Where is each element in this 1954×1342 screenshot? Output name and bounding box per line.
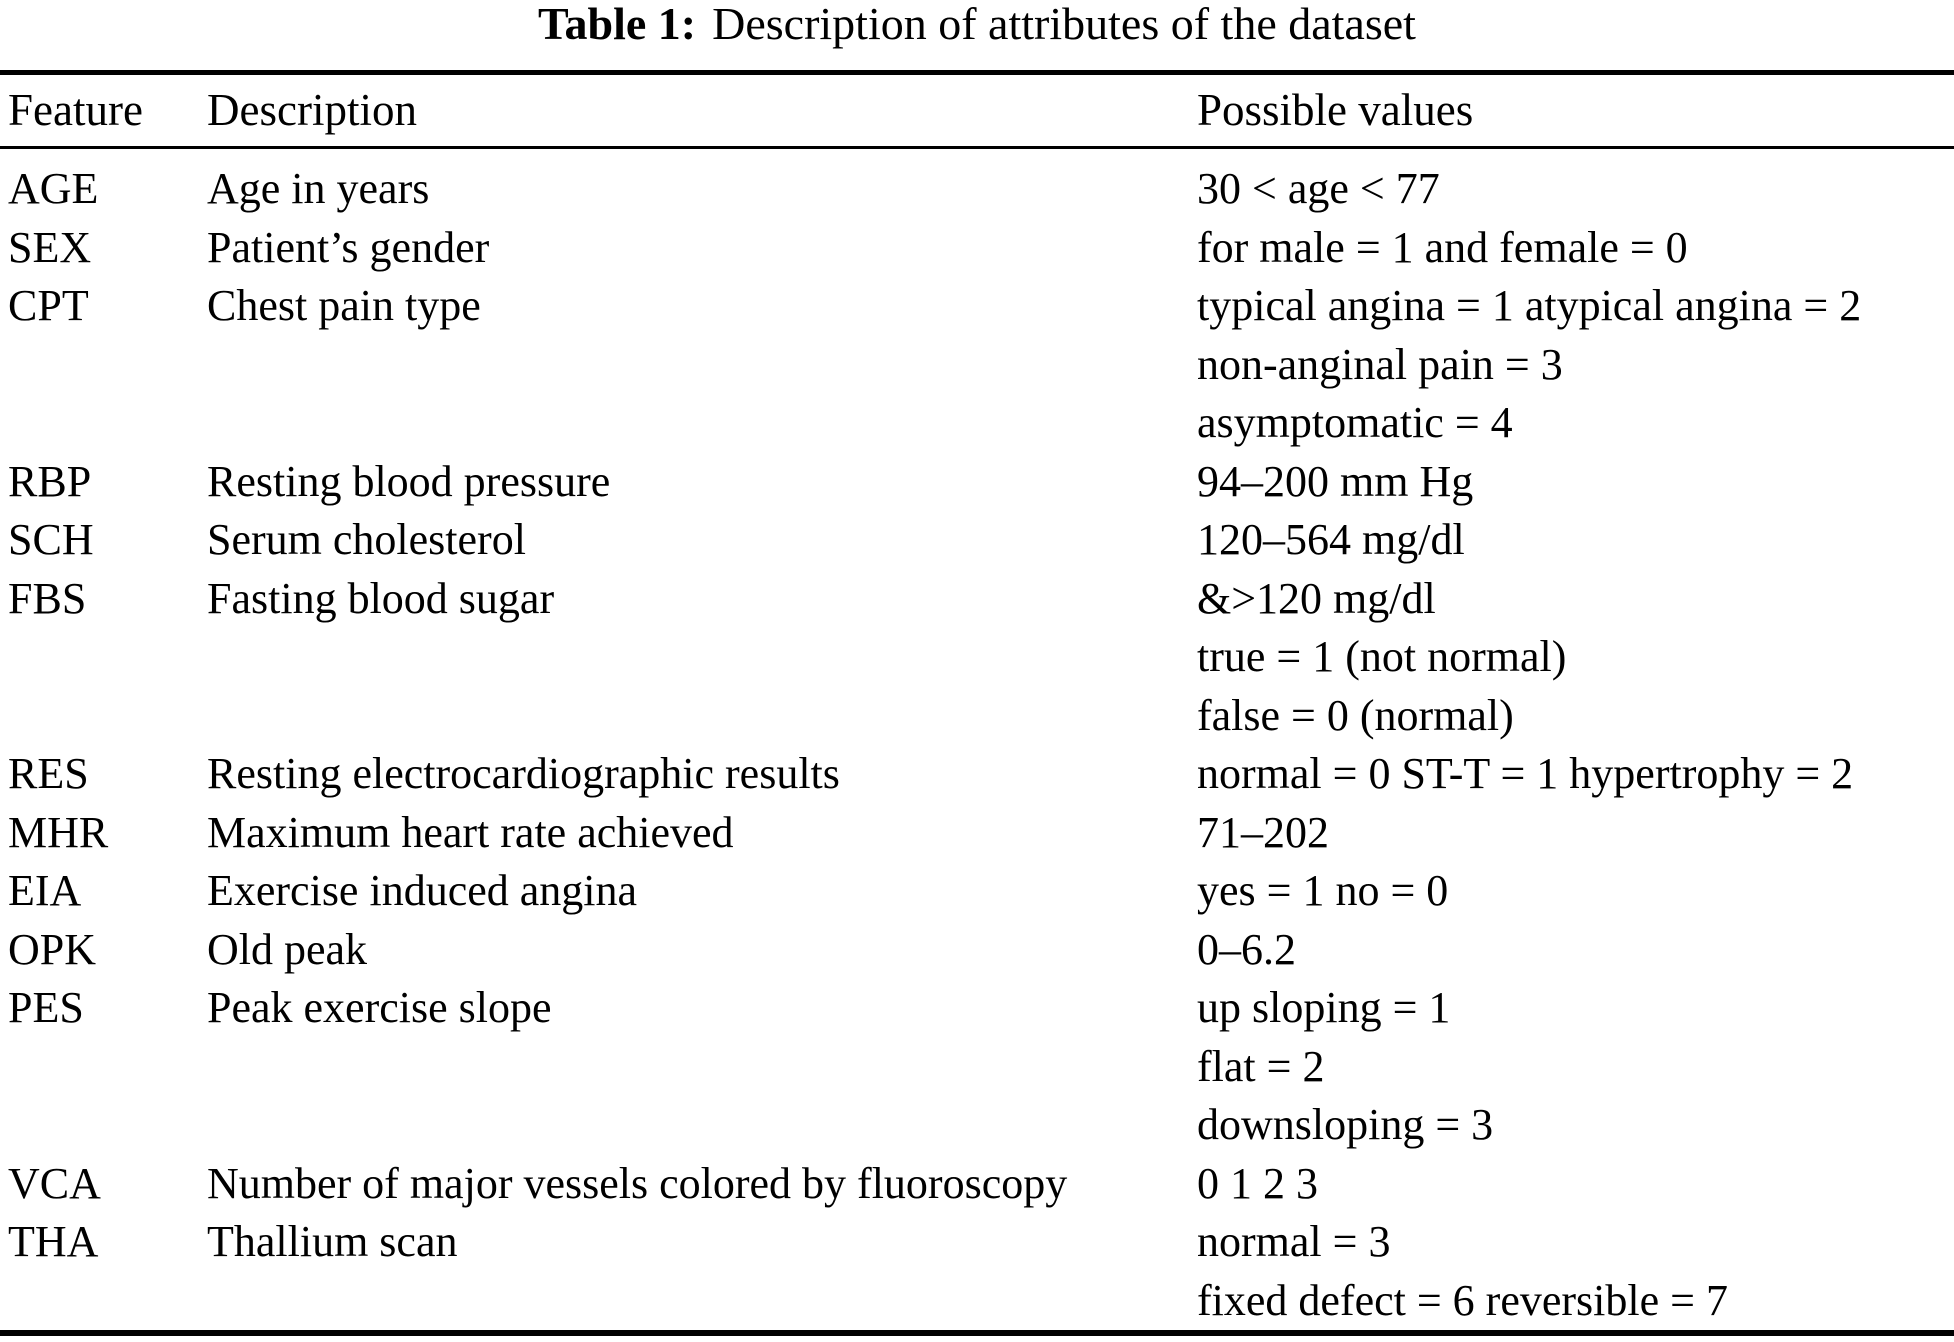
table-caption-label: Table 1: <box>538 0 697 49</box>
feature-cell: FBS <box>8 573 87 623</box>
value-line: &>120 mg/dl <box>1197 573 1436 623</box>
description-cell: Peak exercise slope <box>207 983 552 1032</box>
value-line: 0 1 2 3 <box>1197 1158 1318 1208</box>
table-caption: Table 1: Description of attributes of the… <box>0 0 1954 52</box>
values-cell: for male = 1 and female = 0 <box>1197 219 1954 278</box>
table-row: VCA Number of major vessels colored by f… <box>0 1155 1954 1214</box>
value-line: true = 1 (not normal) <box>1197 632 1567 681</box>
table-bottom-rule <box>0 1330 1954 1336</box>
values-cell: normal = 0 ST-T = 1 hypertrophy = 2 <box>1197 745 1954 804</box>
feature-cell: RBP <box>8 456 92 506</box>
value-line: normal = 0 ST-T = 1 hypertrophy = 2 <box>1197 749 1854 798</box>
table-row: MHR Maximum heart rate achieved 71–202 <box>0 804 1954 863</box>
value-line: fixed defect = 6 reversible = 7 <box>1197 1275 1728 1325</box>
table-caption-text: Description of attributes of the dataset <box>712 0 1416 49</box>
value-line: 71–202 <box>1197 807 1329 857</box>
feature-cell: VCA <box>8 1158 101 1208</box>
value-line: yes = 1 no = 0 <box>1197 866 1449 915</box>
value-line: up sloping = 1 <box>1197 983 1451 1032</box>
feature-cell: OPK <box>8 924 97 974</box>
value-line: 120–564 mg/dl <box>1197 515 1465 564</box>
values-cell: yes = 1 no = 0 <box>1197 862 1954 921</box>
values-cell: up sloping = 1 flat = 2 downsloping = 3 <box>1197 979 1954 1155</box>
header-description: Description <box>207 85 417 135</box>
value-line: normal = 3 <box>1197 1217 1391 1266</box>
value-line: flat = 2 <box>1197 1041 1325 1091</box>
table-row: SCH Serum cholesterol 120–564 mg/dl <box>0 511 1954 570</box>
table-header-rule <box>0 146 1954 149</box>
value-line: false = 0 (normal) <box>1197 690 1514 740</box>
description-cell: Chest pain type <box>207 281 481 330</box>
table-row: THA Thallium scan normal = 3 fixed defec… <box>0 1213 1954 1330</box>
table-body: AGE Age in years 30 < age < 77 SEX Patie… <box>0 160 1954 1330</box>
value-line: typical angina = 1 atypical angina = 2 <box>1197 281 1862 330</box>
values-cell: normal = 3 fixed defect = 6 reversible =… <box>1197 1213 1954 1330</box>
value-line: non-anginal pain = 3 <box>1197 339 1563 389</box>
table-header: Feature Description Possible values <box>0 74 1954 146</box>
header-possible-values: Possible values <box>1197 85 1474 135</box>
values-cell: 0 1 2 3 <box>1197 1155 1954 1214</box>
feature-cell: AGE <box>8 164 99 213</box>
description-cell: Serum cholesterol <box>207 515 526 564</box>
description-cell: Patient’s gender <box>207 222 490 272</box>
description-cell: Resting blood pressure <box>207 456 611 506</box>
value-line: asymptomatic = 4 <box>1197 398 1513 447</box>
values-cell: 0–6.2 <box>1197 921 1954 980</box>
values-cell: &>120 mg/dl true = 1 (not normal) false … <box>1197 570 1954 746</box>
value-line: downsloping = 3 <box>1197 1100 1494 1149</box>
feature-cell: RES <box>8 749 89 798</box>
table-row: PES Peak exercise slope up sloping = 1 f… <box>0 979 1954 1155</box>
feature-cell: PES <box>8 983 84 1032</box>
description-cell: Exercise induced angina <box>207 866 638 915</box>
description-cell: Old peak <box>207 924 368 974</box>
table-row: EIA Exercise induced angina yes = 1 no =… <box>0 862 1954 921</box>
feature-cell: SEX <box>8 222 92 272</box>
table-row: OPK Old peak 0–6.2 <box>0 921 1954 980</box>
description-cell: Age in years <box>207 164 430 213</box>
values-cell: 120–564 mg/dl <box>1197 511 1954 570</box>
description-cell: Thallium scan <box>207 1217 458 1266</box>
value-line: 30 < age < 77 <box>1197 164 1440 213</box>
values-cell: typical angina = 1 atypical angina = 2 n… <box>1197 277 1954 453</box>
table-row: FBS Fasting blood sugar &>120 mg/dl true… <box>0 570 1954 746</box>
feature-cell: EIA <box>8 866 82 915</box>
description-cell: Fasting blood sugar <box>207 573 555 623</box>
table-row: RBP Resting blood pressure 94–200 mm Hg <box>0 453 1954 512</box>
description-cell: Maximum heart rate achieved <box>207 807 734 857</box>
value-line: 94–200 mm Hg <box>1197 456 1474 506</box>
values-cell: 94–200 mm Hg <box>1197 453 1954 512</box>
description-cell: Number of major vessels colored by fluor… <box>207 1158 1068 1208</box>
table-row: CPT Chest pain type typical angina = 1 a… <box>0 277 1954 453</box>
header-feature: Feature <box>8 85 143 135</box>
values-cell: 71–202 <box>1197 804 1954 863</box>
description-cell: Resting electrocardiographic results <box>207 749 840 798</box>
feature-cell: MHR <box>8 807 109 857</box>
table-top-rule <box>0 70 1954 75</box>
feature-cell: SCH <box>8 515 94 564</box>
value-line: for male = 1 and female = 0 <box>1197 222 1688 272</box>
value-line: 0–6.2 <box>1197 924 1296 974</box>
values-cell: 30 < age < 77 <box>1197 160 1954 219</box>
table-row: SEX Patient’s gender for male = 1 and fe… <box>0 219 1954 278</box>
feature-cell: THA <box>8 1217 99 1266</box>
table-row: RES Resting electrocardiographic results… <box>0 745 1954 804</box>
table-row: AGE Age in years 30 < age < 77 <box>0 160 1954 219</box>
feature-cell: CPT <box>8 281 89 330</box>
